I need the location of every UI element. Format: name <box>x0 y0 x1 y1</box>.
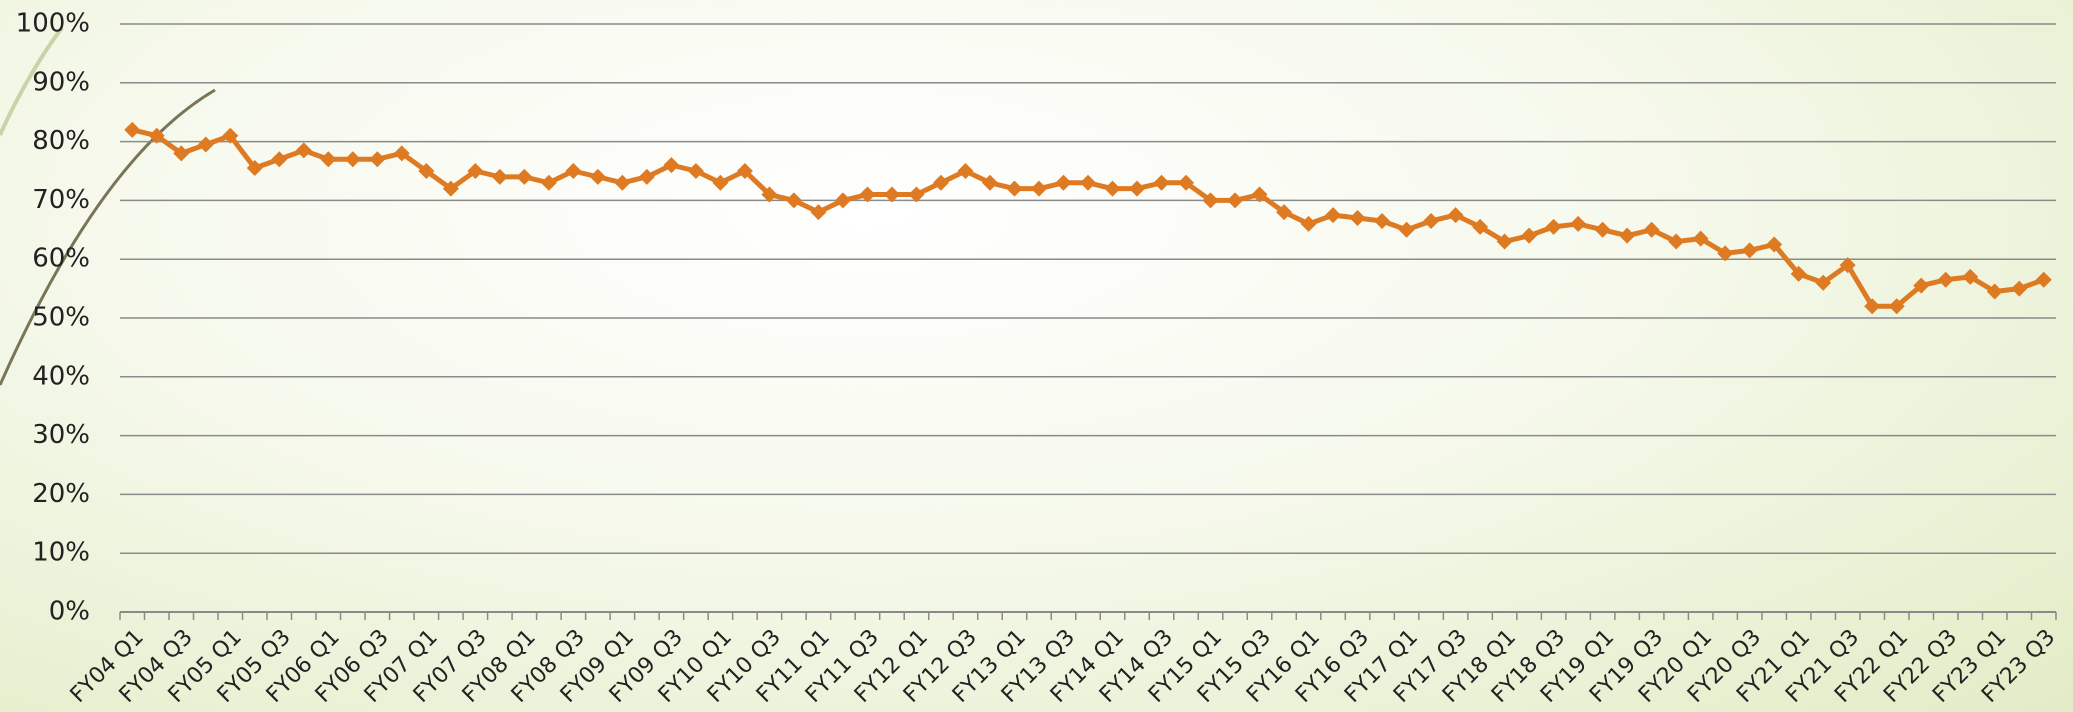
marker <box>1080 175 1096 191</box>
marker <box>1448 207 1464 223</box>
y-tick-label: 10% <box>32 538 90 568</box>
marker <box>1644 222 1660 238</box>
y-tick-label: 90% <box>32 67 90 97</box>
y-tick-label: 100% <box>16 9 90 39</box>
marker <box>933 175 949 191</box>
marker <box>786 192 802 208</box>
marker <box>1374 213 1390 229</box>
plot-area: 0%10%20%30%40%50%60%70%80%90%100%FY04 Q1… <box>16 9 2061 708</box>
marker <box>1619 228 1635 244</box>
y-tick-label: 20% <box>32 479 90 509</box>
marker <box>2011 281 2027 297</box>
marker <box>1938 272 1954 288</box>
marker <box>1154 175 1170 191</box>
marker <box>1006 181 1022 197</box>
marker <box>1129 181 1145 197</box>
marker <box>1301 216 1317 232</box>
marker <box>663 157 679 173</box>
marker <box>1521 228 1537 244</box>
marker <box>124 122 140 138</box>
line <box>132 130 2043 306</box>
marker <box>957 163 973 179</box>
marker <box>835 192 851 208</box>
marker <box>541 175 557 191</box>
marker <box>1742 242 1758 258</box>
marker <box>345 151 361 167</box>
marker <box>1399 222 1415 238</box>
marker <box>369 151 385 167</box>
marker <box>492 169 508 185</box>
marker <box>565 163 581 179</box>
y-tick-label: 0% <box>49 597 90 627</box>
y-tick-label: 70% <box>32 185 90 215</box>
marker <box>198 137 214 153</box>
marker <box>712 175 728 191</box>
marker <box>614 175 630 191</box>
marker <box>1325 207 1341 223</box>
marker <box>590 169 606 185</box>
marker <box>1055 175 1071 191</box>
marker <box>1105 181 1121 197</box>
y-tick-label: 80% <box>32 126 90 156</box>
marker <box>1546 219 1562 235</box>
marker <box>516 169 532 185</box>
marker <box>1570 216 1586 232</box>
marker <box>688 163 704 179</box>
y-tick-label: 30% <box>32 420 90 450</box>
page: {"chart_data": {"type": "line", "categor… <box>0 0 2073 712</box>
marker <box>2036 272 2052 288</box>
marker <box>1227 192 1243 208</box>
marker <box>982 175 998 191</box>
y-tick-label: 60% <box>32 244 90 274</box>
marker <box>1423 213 1439 229</box>
y-tick-label: 40% <box>32 361 90 391</box>
marker <box>320 151 336 167</box>
marker <box>639 169 655 185</box>
marker <box>1668 234 1684 250</box>
marker <box>810 204 826 220</box>
marker <box>296 142 312 158</box>
marker <box>1350 210 1366 226</box>
marker <box>1595 222 1611 238</box>
marker <box>1031 181 1047 197</box>
marker <box>271 151 287 167</box>
y-tick-label: 50% <box>32 303 90 333</box>
chart: 0%10%20%30%40%50%60%70%80%90%100%FY04 Q1… <box>0 0 2073 712</box>
